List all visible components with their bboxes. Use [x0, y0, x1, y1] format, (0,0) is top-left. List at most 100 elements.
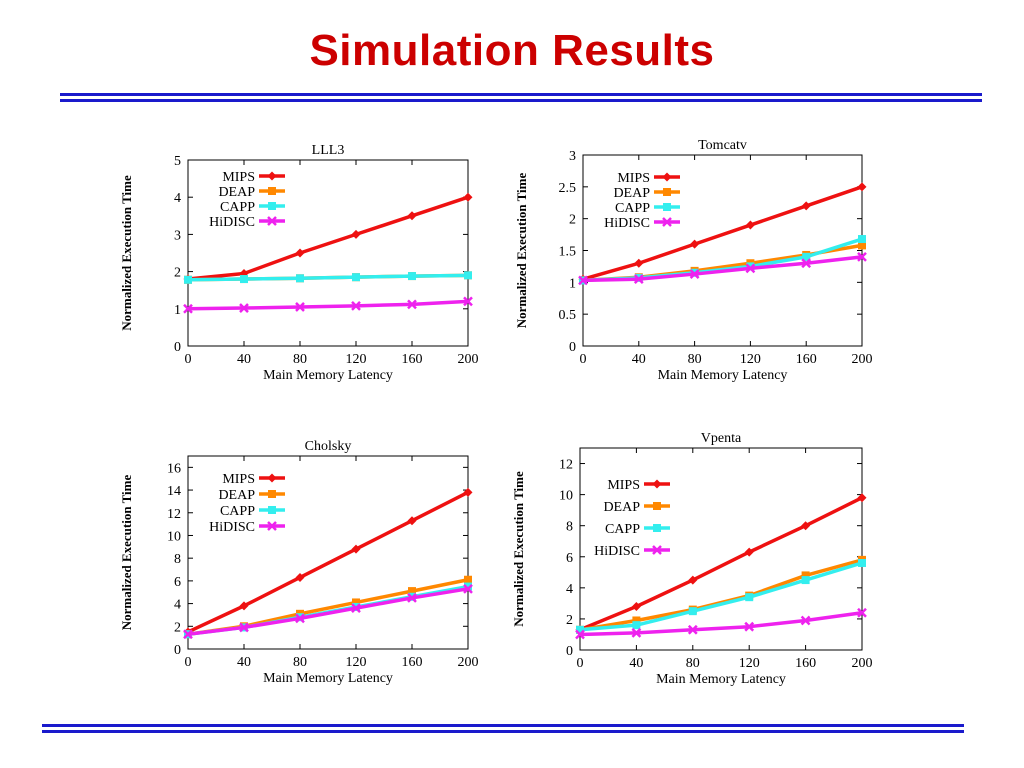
lll3-point-deap	[352, 273, 360, 282]
vpenta-y-tick-label: 10	[559, 489, 573, 504]
tomcatv-y-axis-label: Normalized Execution Time	[514, 173, 529, 329]
cholsky-point-hidisc-stroke-a	[183, 629, 193, 640]
lll3-point-hidisc	[407, 299, 417, 310]
cholsky-point-hidisc-stroke-a	[463, 583, 473, 594]
cholsky-point-hidisc-stroke-b	[407, 593, 417, 603]
tomcatv-point-hidisc	[857, 251, 867, 262]
cholsky-chart-title: Cholsky	[305, 439, 352, 454]
cholsky-point-hidisc-stroke-b	[183, 629, 193, 640]
lll3-point-hidisc-stroke-b	[407, 299, 417, 310]
lll3-y-tick-label: 5	[174, 154, 181, 169]
cholsky-point-hidisc	[351, 603, 361, 614]
lll3-point-mips	[407, 211, 417, 221]
cholsky-point-hidisc	[295, 613, 305, 624]
vpenta-point-capp	[801, 576, 810, 585]
vpenta-legend-marker-deap	[653, 502, 661, 510]
tomcatv-y-tick-label: 2.5	[559, 181, 577, 196]
cholsky-x-tick-label: 200	[458, 655, 479, 670]
vpenta-point-hidisc	[631, 628, 642, 638]
cholsky-legend-marker-hidisc	[267, 521, 277, 531]
tomcatv-point-hidisc	[801, 258, 812, 269]
vpenta-legend-label-deap: DEAP	[603, 500, 640, 515]
cholsky-point-capp	[464, 582, 472, 591]
tomcatv-x-tick-label: 160	[796, 352, 817, 367]
cholsky-point-hidisc-stroke-b	[351, 603, 361, 614]
lll3-point-deap	[408, 272, 416, 281]
lll3-legend-label-capp: CAPP	[220, 200, 255, 215]
tomcatv-point-hidisc-stroke-b	[578, 275, 588, 286]
vpenta-point-deap	[801, 571, 810, 580]
cholsky-y-tick-label: 14	[167, 484, 181, 499]
cholsky-point-capp	[352, 602, 360, 611]
lll3-point-hidisc-stroke-a	[463, 296, 473, 307]
lll3-x-tick-label: 40	[237, 352, 251, 367]
tomcatv-point-deap	[802, 250, 811, 259]
vpenta-point-hidisc-stroke-b	[744, 621, 755, 632]
tomcatv-y-tick-label: 2	[569, 213, 576, 228]
cholsky-point-hidisc-stroke-b	[463, 583, 473, 594]
tomcatv-point-mips	[857, 182, 867, 192]
tomcatv-point-hidisc	[578, 275, 588, 286]
vpenta-chart-title: Vpenta	[701, 431, 742, 446]
tomcatv-legend-label-hidisc: HiDISC	[604, 216, 650, 231]
lll3-point-hidisc-stroke-b	[295, 302, 305, 312]
lll3-series-line-deap	[187, 273, 469, 282]
lll3-point-hidisc-stroke-a	[183, 303, 193, 314]
vpenta-point-hidisc	[687, 624, 698, 635]
cholsky-point-deap	[296, 609, 304, 618]
lll3-point-hidisc-stroke-a	[239, 303, 249, 313]
cholsky-point-hidisc-stroke-a	[407, 593, 417, 603]
cholsky-point-deap	[184, 630, 192, 639]
cholsky-y-tick-label: 12	[167, 507, 181, 522]
tomcatv-point-hidisc-stroke-b	[801, 258, 812, 269]
vpenta-point-hidisc-stroke-a	[800, 615, 811, 626]
vpenta-plot-frame	[579, 447, 863, 651]
lll3-point-deap	[464, 271, 472, 280]
cholsky-y-tick-label: 10	[167, 529, 181, 544]
vpenta-legend-label-hidisc: HiDISC	[594, 544, 640, 559]
vpenta-point-hidisc-stroke-b	[857, 607, 867, 618]
cholsky-plot-frame	[187, 455, 469, 650]
lll3-point-hidisc-stroke-b	[239, 303, 249, 313]
cholsky-point-capp	[408, 592, 416, 601]
vpenta-x-tick-label: 40	[629, 656, 643, 671]
cholsky-point-deap	[240, 622, 248, 631]
tomcatv-point-capp	[858, 235, 866, 244]
lll3-legend-marker-capp	[268, 202, 276, 210]
slide-title: Simulation Results	[309, 26, 715, 75]
cholsky-point-hidisc-stroke-a	[239, 622, 249, 633]
lll3-point-mips	[351, 229, 361, 239]
lll3-legend-marker-mips	[267, 171, 277, 181]
vpenta-point-capp	[858, 558, 866, 567]
tomcatv-point-hidisc-stroke-a	[801, 258, 812, 269]
vpenta-series-line-mips	[579, 496, 863, 632]
lll3-point-hidisc	[351, 300, 361, 311]
vpenta-point-deap	[632, 616, 641, 625]
vpenta-point-hidisc	[575, 629, 585, 640]
vpenta-point-hidisc-stroke-a	[575, 629, 585, 640]
cholsky-x-tick-label: 160	[402, 655, 423, 670]
vpenta-y-tick-label: 2	[566, 613, 573, 628]
lll3-point-capp	[408, 272, 416, 281]
cholsky-x-tick-label: 120	[346, 655, 367, 670]
tomcatv-point-mips	[690, 239, 700, 249]
tomcatv-y-tick-label: 1	[569, 276, 576, 291]
cholsky-legend-label-capp: CAPP	[220, 504, 255, 519]
lll3-point-hidisc-stroke-b	[183, 303, 193, 314]
tomcatv-x-tick-label: 120	[740, 352, 761, 367]
title-rule-bottom	[60, 99, 982, 102]
tomcatv-point-capp	[746, 262, 755, 271]
tomcatv-legend-marker-capp	[663, 203, 671, 211]
cholsky-x-tick-label: 0	[185, 655, 192, 670]
footer-rule-bottom	[42, 730, 964, 733]
lll3-point-capp	[184, 275, 192, 284]
cholsky-y-tick-label: 2	[174, 620, 181, 635]
lll3-point-capp	[464, 271, 472, 280]
cholsky-point-mips	[351, 544, 361, 554]
cholsky-legend-marker-capp	[268, 506, 276, 514]
lll3-point-hidisc	[183, 303, 193, 314]
tomcatv-x-tick-label: 40	[632, 352, 646, 367]
cholsky-y-tick-label: 6	[174, 575, 181, 590]
vpenta-y-tick-label: 6	[566, 551, 573, 566]
